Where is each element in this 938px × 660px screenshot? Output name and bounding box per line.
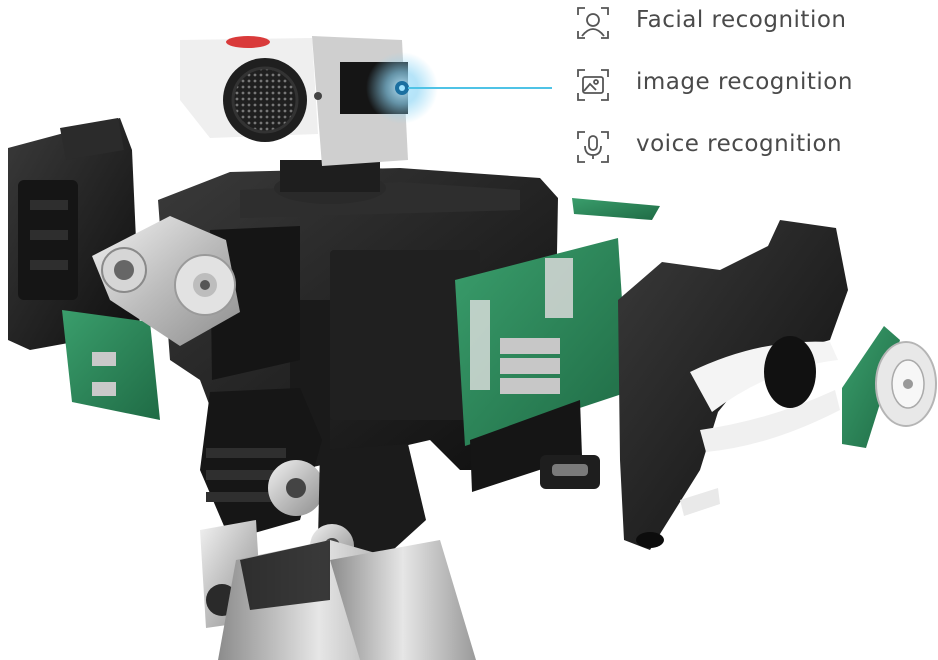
main-circuit-board bbox=[455, 238, 628, 492]
face-scan-icon bbox=[577, 7, 609, 39]
leg-assembly bbox=[200, 388, 476, 660]
left-circuit-board bbox=[62, 310, 160, 420]
microphone-scan-icon bbox=[577, 131, 609, 163]
camera-lens-callout bbox=[366, 52, 552, 124]
feature-facial-recognition: Facial recognition bbox=[576, 2, 926, 42]
shoulder-servo-horn bbox=[92, 216, 240, 346]
feature-label-image-recognition: image recognition bbox=[636, 69, 853, 95]
left-arm-assembly bbox=[8, 118, 140, 350]
right-arm-shell bbox=[618, 220, 848, 550]
recognition-feature-list: Facial recognition image recognition voi bbox=[576, 0, 926, 180]
feature-label-voice-recognition: voice recognition bbox=[636, 131, 843, 157]
right-hand-wheel bbox=[842, 326, 937, 448]
feature-label-facial-recognition: Facial recognition bbox=[636, 7, 847, 33]
image-scan-icon bbox=[577, 69, 609, 101]
small-circuit-part bbox=[572, 198, 660, 220]
feature-voice-recognition: voice recognition bbox=[576, 126, 926, 166]
feature-image-recognition: image recognition bbox=[576, 64, 926, 104]
